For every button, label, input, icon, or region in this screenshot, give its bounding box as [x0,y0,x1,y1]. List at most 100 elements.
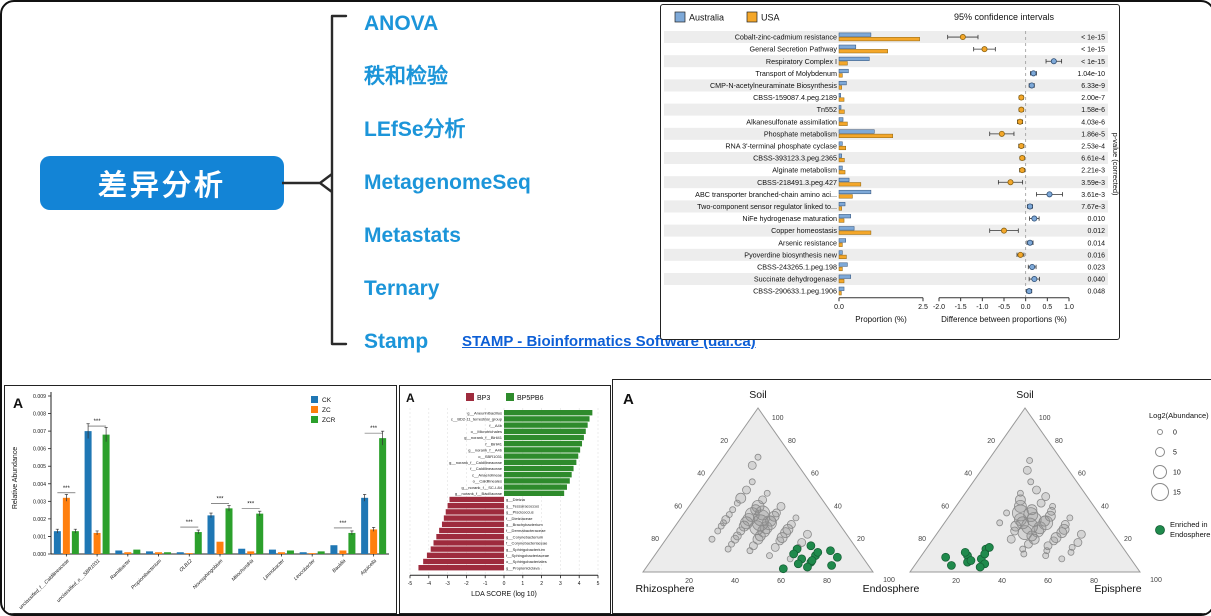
svg-text:0.5: 0.5 [1042,304,1052,311]
ternary-point-enriched [807,556,817,565]
bar-ZC [216,541,224,554]
svg-text:Difference between proportions: Difference between proportions (%) [941,315,1067,324]
ternary-point-enriched [826,546,835,556]
svg-text:60: 60 [941,503,949,510]
svg-text:f__Caldilineaceae: f__Caldilineaceae [470,466,503,471]
ternary-point-enriched [827,561,836,570]
svg-text:2.21e-3: 2.21e-3 [1081,168,1105,175]
svg-text:5: 5 [1173,450,1177,457]
lda-bar [504,490,565,496]
svg-text:Ramlibacter: Ramlibacter [109,558,132,581]
lda-bar [445,509,504,515]
svg-text:Copper homeostasis: Copper homeostasis [771,226,837,235]
ternary-figure: A Soil 20 40 60 80 100 80 60 40 20 20 40 60 80 100 Soil 2… [612,379,1211,614]
lda-bar [504,447,581,453]
svg-text:100: 100 [883,577,895,584]
ternary-point [1019,545,1027,553]
ternary-point-enriched [947,561,956,570]
svg-text:OLB12: OLB12 [178,558,193,573]
svg-text:Transport of Molybdenum: Transport of Molybdenum [755,69,837,78]
bar-CK [84,431,92,554]
svg-text:Limnobacter: Limnobacter [262,558,286,582]
bar-ZCR [71,531,79,554]
bar-ZCR [317,551,325,554]
ternary-point [1011,504,1029,522]
svg-text:Soil: Soil [749,389,767,401]
svg-text:0.048: 0.048 [1087,289,1105,296]
svg-text:-0.5: -0.5 [998,304,1010,311]
svg-text:0.003: 0.003 [33,499,46,505]
lda-bar [423,558,504,565]
svg-text:80: 80 [788,438,796,445]
ternary-point [1043,547,1051,555]
ternary-point [1049,536,1059,546]
bar-ZC [155,552,163,554]
svg-text:CK: CK [322,397,332,404]
svg-text:o__SBR1031: o__SBR1031 [478,454,503,459]
bar-ZCR [286,550,294,554]
svg-text:A: A [406,391,415,405]
svg-text:0.006: 0.006 [33,447,46,453]
svg-text:RNA 3'-terminal phosphate cycl: RNA 3'-terminal phosphate cyclase [725,142,837,151]
svg-text:***: *** [339,521,347,527]
lda-bar [504,416,590,422]
svg-text:95% confidence intervals: 95% confidence intervals [954,12,1055,22]
svg-text:g__norank_f__Caldilineaceae: g__norank_f__Caldilineaceae [449,460,503,465]
svg-text:60: 60 [811,471,819,478]
svg-text:3.59e-3: 3.59e-3 [1081,180,1105,187]
ternary-point [747,461,757,470]
lda-bar [504,428,586,434]
svg-text:g__norank_f__A4b: g__norank_f__A4b [468,448,503,453]
ternary-point [1041,492,1051,501]
svg-text:g__Sphingobacterium: g__Sphingobacterium [506,547,546,552]
svg-text:2.53e-4: 2.53e-4 [1081,144,1105,151]
svg-text:A: A [623,391,634,408]
bar-CK [361,497,369,554]
svg-text:Episphere: Episphere [1094,583,1141,595]
svg-text:40: 40 [834,503,842,510]
svg-text:-2: -2 [464,581,469,587]
lda-bar [504,478,570,484]
lda-bar [447,503,504,509]
ternary-point-enriched [941,552,950,562]
svg-text:0.012: 0.012 [1087,228,1105,235]
bar-CK [146,551,154,554]
svg-text:Alkanesulfonate assimilation: Alkanesulfonate assimilation [746,117,837,126]
svg-text:60: 60 [777,578,785,585]
svg-text:***: *** [216,496,224,502]
svg-text:Leucobacter: Leucobacter [293,558,317,582]
svg-text:15: 15 [1173,490,1181,497]
ternary-point-enriched [793,559,803,569]
svg-text:20: 20 [1124,536,1132,543]
svg-text:Relative Abundance: Relative Abundance [12,447,19,509]
bar-ZC [185,553,193,554]
bracket-connector [282,14,348,346]
ternary-point [752,533,764,545]
svg-text:CBSS-290633.1.peg.1906: CBSS-290633.1.peg.1906 [753,287,837,296]
svg-text:2: 2 [540,581,543,587]
stamp-figure: Australia USA 95% confidence intervals Coba… [660,4,1120,340]
ternary-point [763,489,771,497]
ternary-point [754,453,762,461]
bar-ZC [308,553,316,554]
lda-bar [504,472,572,478]
svg-text:< 1e-15: < 1e-15 [1081,47,1105,54]
ternary-point [792,514,800,522]
svg-text:0.0: 0.0 [834,304,844,311]
ternary-point [996,519,1004,527]
svg-text:Two-component sensor regulator: Two-component sensor regulator linked to… [697,202,837,211]
svg-text:Log2(Abundance): Log2(Abundance) [1149,411,1209,420]
ternary-point [748,478,756,486]
svg-text:1.86e-5: 1.86e-5 [1081,131,1105,138]
svg-text:0.005: 0.005 [33,464,46,470]
lda-bar [441,521,504,527]
svg-text:0.007: 0.007 [33,429,46,435]
svg-text:g__norank_f__Bacillaceae: g__norank_f__Bacillaceae [455,491,503,496]
svg-text:USA: USA [761,13,780,23]
svg-text:2.00e-7: 2.00e-7 [1081,95,1105,102]
method-item-ternary: Ternary [364,277,440,300]
svg-text:3.61e-3: 3.61e-3 [1081,192,1105,199]
bar-ZCR [256,513,264,554]
